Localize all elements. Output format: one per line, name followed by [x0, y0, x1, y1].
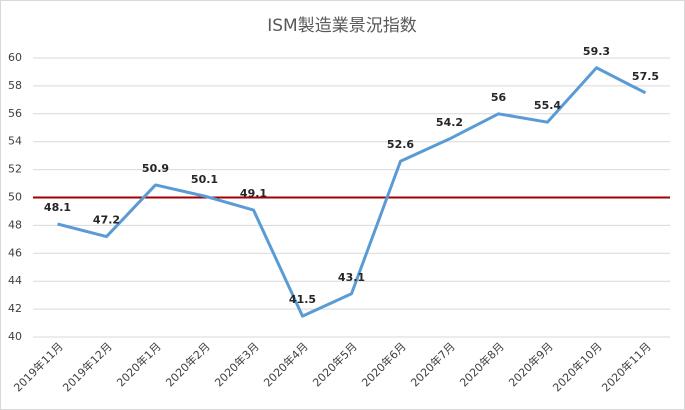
- data-label: 50.9: [142, 162, 169, 175]
- y-tick-label: 40: [8, 330, 22, 343]
- data-label: 54.2: [436, 116, 463, 129]
- y-tick-label: 42: [8, 302, 22, 315]
- chart-title: ISM製造業景況指数: [267, 16, 416, 36]
- data-label: 43.1: [338, 271, 365, 284]
- data-label: 49.1: [240, 187, 267, 200]
- y-tick-label: 48: [8, 218, 22, 231]
- data-label: 50.1: [191, 173, 218, 186]
- data-label: 52.6: [387, 138, 414, 151]
- data-label: 55.4: [534, 99, 561, 112]
- data-label: 47.2: [93, 214, 120, 227]
- y-tick-label: 52: [8, 163, 22, 176]
- y-tick-label: 46: [8, 246, 22, 259]
- data-label: 57.5: [632, 70, 659, 83]
- y-tick-label: 50: [8, 191, 22, 204]
- y-tick-label: 54: [8, 135, 22, 148]
- data-label: 41.5: [289, 293, 316, 306]
- y-tick-label: 60: [8, 51, 22, 64]
- y-tick-label: 58: [8, 79, 22, 92]
- data-label: 59.3: [583, 45, 610, 58]
- data-line: [57, 66, 647, 318]
- data-label: 56: [491, 91, 507, 104]
- y-tick-label: 56: [8, 107, 22, 120]
- data-label: 48.1: [44, 201, 71, 214]
- y-tick-label: 44: [8, 274, 22, 287]
